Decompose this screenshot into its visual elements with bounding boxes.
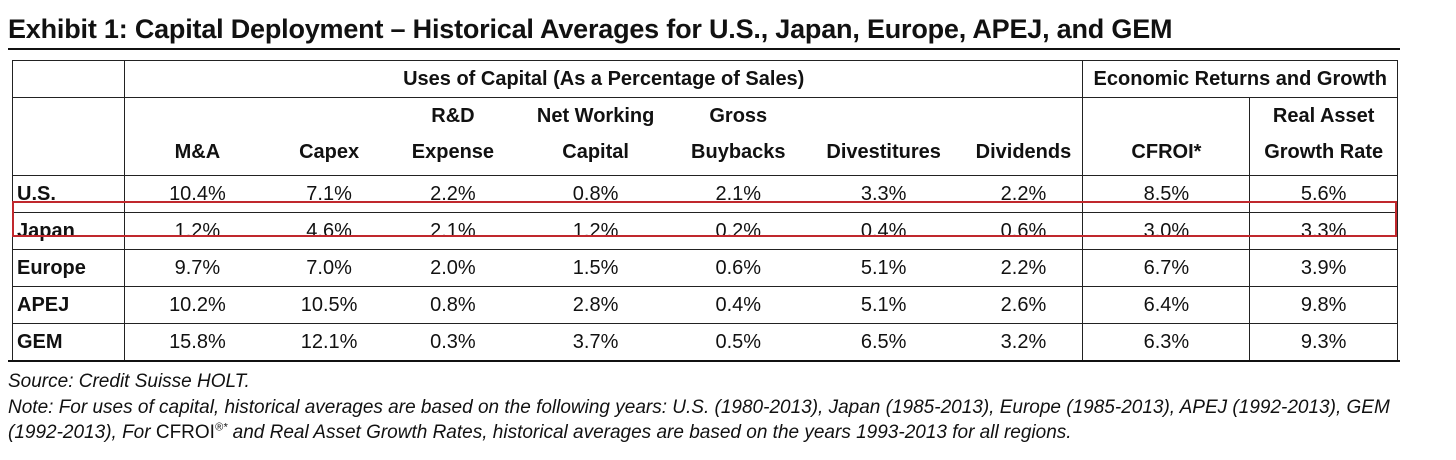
value-cell: 0.8% — [388, 286, 518, 324]
value-cell: 3.3% — [1249, 212, 1398, 250]
value-cell: 8.5% — [1082, 175, 1251, 213]
source-note: Source: Credit Suisse HOLT. — [8, 371, 250, 392]
value-cell: 0.4% — [673, 286, 803, 324]
col-buybacks-header: Gross Buybacks — [673, 97, 803, 176]
table-row: U.S. 10.4% 7.1% 2.2% 0.8% 2.1% 3.3% 2.2%… — [12, 175, 1398, 213]
table-row: GEM 15.8% 12.1% 0.3% 3.7% 0.5% 6.5% 3.2%… — [12, 323, 1398, 361]
value-cell: 0.6% — [964, 212, 1084, 250]
value-cell: 3.0% — [1082, 212, 1251, 250]
value-cell: 9.7% — [123, 249, 270, 287]
value-cell: 0.2% — [673, 212, 803, 250]
value-cell: 3.7% — [517, 323, 674, 361]
value-cell: 10.5% — [269, 286, 389, 324]
value-cell: 15.8% — [123, 323, 270, 361]
table-bottom-divider — [8, 360, 1400, 362]
value-cell: 6.7% — [1082, 249, 1251, 287]
table-row: Japan 1.2% 4.6% 2.1% 1.2% 0.2% 0.4% 0.6%… — [12, 212, 1398, 250]
value-cell: 0.8% — [517, 175, 674, 213]
col-dividends-header: Dividends — [964, 97, 1084, 176]
region-cell: GEM — [12, 323, 125, 361]
value-cell: 1.2% — [123, 212, 270, 250]
footnote: Note: For uses of capital, historical av… — [8, 397, 1390, 443]
value-cell: 5.1% — [802, 249, 965, 287]
region-cell: U.S. — [12, 175, 125, 213]
col-rd-header: R&D Expense — [388, 97, 518, 176]
region-cell: Japan — [12, 212, 125, 250]
uses-of-capital-header: Uses of Capital (As a Percentage of Sale… — [123, 60, 1084, 98]
capital-deployment-table: Uses of Capital (As a Percentage of Sale… — [12, 60, 1398, 361]
value-cell: 6.5% — [802, 323, 965, 361]
value-cell: 2.0% — [388, 249, 518, 287]
value-cell: 10.4% — [123, 175, 270, 213]
col-nwc-header: Net Working Capital — [517, 97, 674, 176]
col-divestitures-header: Divestitures — [802, 97, 965, 176]
value-cell: 0.5% — [673, 323, 803, 361]
col-capex-header: Capex — [269, 97, 389, 176]
value-cell: 12.1% — [269, 323, 389, 361]
value-cell: 2.1% — [388, 212, 518, 250]
value-cell: 2.2% — [388, 175, 518, 213]
region-cell: Europe — [12, 249, 125, 287]
corner-cell — [12, 60, 125, 98]
table-row: Europe 9.7% 7.0% 2.0% 1.5% 0.6% 5.1% 2.2… — [12, 249, 1398, 287]
value-cell: 10.2% — [123, 286, 270, 324]
value-cell: 2.2% — [964, 175, 1084, 213]
value-cell: 2.6% — [964, 286, 1084, 324]
value-cell: 9.3% — [1249, 323, 1398, 361]
col-ma-header: M&A — [123, 97, 270, 176]
group-header-row: Uses of Capital (As a Percentage of Sale… — [12, 60, 1398, 98]
table-row: APEJ 10.2% 10.5% 0.8% 2.8% 0.4% 5.1% 2.6… — [12, 286, 1398, 324]
value-cell: 0.3% — [388, 323, 518, 361]
value-cell: 2.2% — [964, 249, 1084, 287]
col-cfroi-header: CFROI* — [1082, 97, 1251, 176]
value-cell: 0.6% — [673, 249, 803, 287]
exhibit-title: Exhibit 1: Capital Deployment – Historic… — [8, 14, 1173, 44]
value-cell: 3.3% — [802, 175, 965, 213]
value-cell: 6.3% — [1082, 323, 1251, 361]
value-cell: 7.0% — [269, 249, 389, 287]
region-header-cell — [12, 97, 125, 176]
value-cell: 5.6% — [1249, 175, 1398, 213]
value-cell: 5.1% — [802, 286, 965, 324]
value-cell: 3.2% — [964, 323, 1084, 361]
value-cell: 2.8% — [517, 286, 674, 324]
economic-returns-header: Economic Returns and Growth — [1082, 60, 1398, 98]
column-header-row: M&A Capex R&D Expense Net Working Capital … — [12, 97, 1398, 176]
col-growth-header: Real Asset Growth Rate — [1249, 97, 1398, 176]
value-cell: 9.8% — [1249, 286, 1398, 324]
value-cell: 6.4% — [1082, 286, 1251, 324]
value-cell: 3.9% — [1249, 249, 1398, 287]
region-cell: APEJ — [12, 286, 125, 324]
value-cell: 4.6% — [269, 212, 389, 250]
value-cell: 2.1% — [673, 175, 803, 213]
value-cell: 0.4% — [802, 212, 965, 250]
value-cell: 1.5% — [517, 249, 674, 287]
value-cell: 7.1% — [269, 175, 389, 213]
value-cell: 1.2% — [517, 212, 674, 250]
title-divider — [8, 48, 1400, 50]
